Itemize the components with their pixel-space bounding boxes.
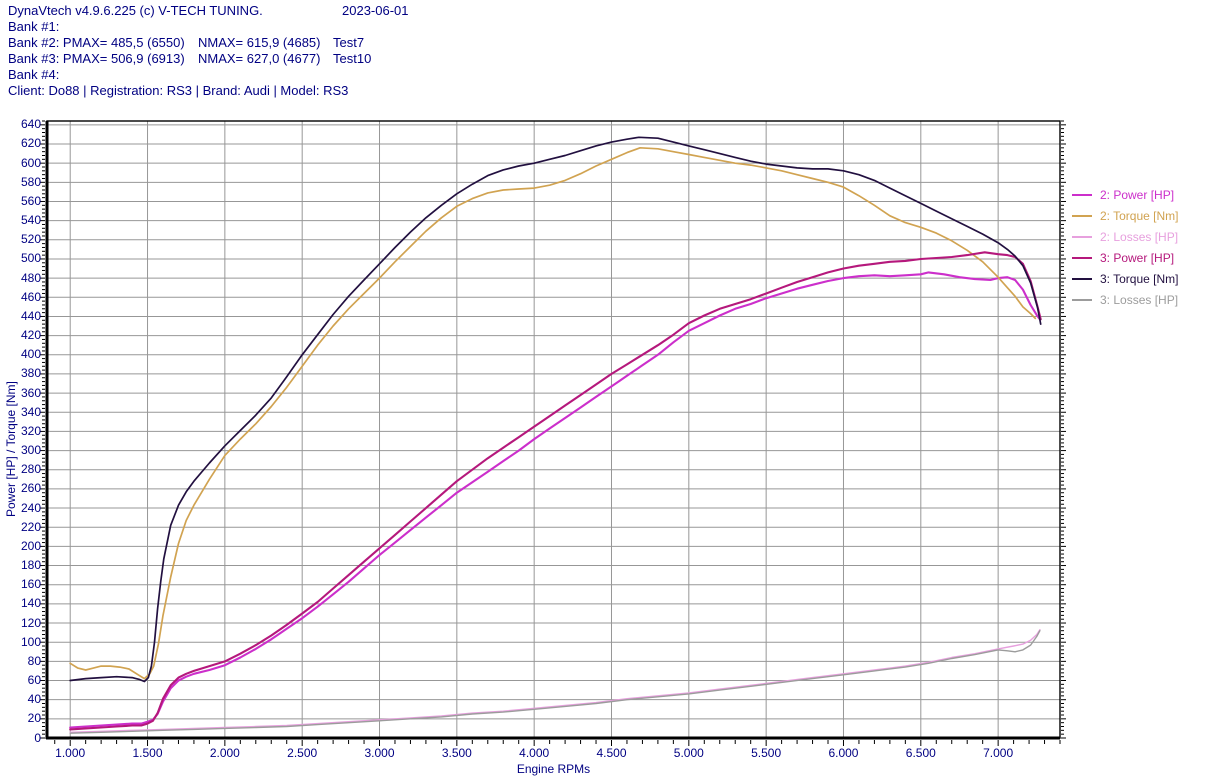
x-tick-label-4500: 4.500	[596, 746, 627, 760]
bank1-line: Bank #1:	[8, 19, 348, 35]
y-tick-label-160: 160	[20, 577, 41, 592]
bank2-test-name: Test7	[333, 35, 365, 50]
y-tick-label-60: 60	[27, 673, 41, 687]
x-tick-label-4000: 4.000	[519, 746, 550, 760]
legend-item-3-torque-nm[interactable]: 3: Torque [Nm]	[1072, 268, 1178, 289]
x-tick-label-5000: 5.000	[673, 746, 704, 760]
y-tick-label-400: 400	[20, 347, 41, 362]
y-tick-label-520: 520	[20, 232, 41, 247]
legend-item-3-losses-hp[interactable]: 3: Losses [HP]	[1072, 289, 1178, 310]
y-tick-label-80: 80	[27, 653, 41, 668]
x-tick-label-1000: 1.000	[55, 746, 86, 760]
y-tick-label-540: 540	[20, 213, 41, 228]
legend-label: 3: Losses [HP]	[1100, 292, 1179, 307]
x-tick-label-3500: 3.500	[441, 746, 472, 760]
legend-item-2-power-hp[interactable]: 2: Power [HP]	[1072, 184, 1178, 205]
bank4-label: Bank #4:	[8, 67, 60, 82]
y-tick-label-180: 180	[20, 558, 41, 573]
client-line: Client: Do88 | Registration: RS3 | Brand…	[8, 83, 348, 99]
y-tick-label-320: 320	[20, 423, 41, 438]
y-tick-label-140: 140	[20, 596, 41, 611]
legend-label: 2: Power [HP]	[1100, 187, 1175, 202]
y-tick-label-0: 0	[34, 730, 41, 745]
app-title: DynaVtech v4.9.6.225 (c) V-TECH TUNING.	[8, 3, 263, 18]
legend-line-swatch	[1072, 214, 1092, 217]
y-tick-label-240: 240	[20, 500, 41, 515]
curve-2-torque-nm	[69, 146, 1037, 680]
y-tick-label-260: 260	[20, 481, 41, 496]
curve-3-losses-hp	[69, 630, 1041, 734]
bank2-pmax: Bank #2: PMAX= 485,5 (6550)	[8, 35, 185, 50]
x-tick-label-6500: 6.500	[905, 746, 936, 760]
y-tick-label-580: 580	[20, 174, 41, 189]
y-tick-label-280: 280	[20, 462, 41, 477]
y-tick-label-560: 560	[20, 193, 41, 208]
y-tick-label-640: 640	[20, 117, 41, 132]
legend-item-2-torque-nm[interactable]: 2: Torque [Nm]	[1072, 205, 1178, 226]
bank3-pmax: Bank #3: PMAX= 506,9 (6913)	[8, 51, 185, 66]
y-tick-label-420: 420	[20, 328, 41, 343]
x-tick-label-1500: 1.500	[132, 746, 163, 760]
y-tick-label-220: 220	[20, 519, 41, 534]
x-tick-label-6000: 6.000	[828, 746, 859, 760]
y-tick-label-360: 360	[20, 385, 41, 400]
title-line: DynaVtech v4.9.6.225 (c) V-TECH TUNING. …	[8, 3, 409, 19]
bank2-nmax: NMAX= 615,9 (4685)	[198, 35, 321, 50]
bank1-label: Bank #1:	[8, 19, 60, 34]
x-tick-label-2000: 2.000	[209, 746, 240, 760]
y-axis-title: Power [HP] / Torque [Nm]	[4, 381, 18, 517]
bank2-line: Bank #2: PMAX= 485,5 (6550) NMAX= 615,9 …	[8, 35, 364, 51]
legend-line-swatch	[1072, 256, 1092, 259]
x-tick-label-5500: 5.500	[751, 746, 782, 760]
y-tick-label-40: 40	[27, 692, 41, 707]
bank4-line: Bank #4:	[8, 67, 348, 83]
legend-line-swatch	[1072, 298, 1092, 301]
y-tick-label-20: 20	[27, 711, 41, 726]
bank3-nmax: NMAX= 627,0 (4677)	[198, 51, 321, 66]
plot-frame	[46, 120, 1061, 739]
y-tick-label-620: 620	[20, 136, 41, 151]
x-tick-label-7000: 7.000	[983, 746, 1014, 760]
y-tick-label-460: 460	[20, 289, 41, 304]
client-info: Client: Do88 | Registration: RS3 | Brand…	[8, 83, 349, 98]
curve-2-losses-hp	[69, 629, 1041, 733]
y-tick-label-340: 340	[20, 404, 41, 419]
bank3-line: Bank #3: PMAX= 506,9 (6913) NMAX= 627,0 …	[8, 51, 371, 67]
curve-3-torque-nm	[69, 136, 1042, 683]
legend-line-swatch	[1072, 277, 1092, 280]
curve-3-power-hp	[69, 251, 1042, 731]
report-date: 2023-06-01	[342, 3, 409, 18]
legend-label: 3: Torque [Nm]	[1100, 271, 1179, 286]
legend-line-swatch	[1072, 193, 1092, 196]
curve-2-power-hp	[69, 271, 1041, 729]
x-axis-title: Engine RPMs	[516, 762, 591, 776]
y-tick-label-600: 600	[20, 155, 41, 170]
y-tick-label-200: 200	[20, 538, 41, 553]
y-tick-label-480: 480	[20, 270, 41, 285]
legend: 2: Power [HP] 2: Torque [Nm] 2: Losses [HP…	[1072, 184, 1178, 310]
x-tick-label-3000: 3.000	[364, 746, 395, 760]
y-tick-label-100: 100	[20, 634, 41, 649]
legend-line-swatch	[1072, 235, 1092, 238]
legend-item-3-power-hp[interactable]: 3: Power [HP]	[1072, 247, 1178, 268]
x-tick-label-2500: 2.500	[287, 746, 318, 760]
y-tick-label-500: 500	[20, 251, 41, 266]
legend-label: 2: Torque [Nm]	[1100, 208, 1179, 223]
bank3-test-name: Test10	[333, 51, 372, 66]
legend-item-2-losses-hp[interactable]: 2: Losses [HP]	[1072, 226, 1178, 247]
y-tick-label-120: 120	[20, 615, 41, 630]
y-tick-label-380: 380	[20, 366, 41, 381]
y-tick-label-300: 300	[20, 443, 41, 458]
y-tick-label-440: 440	[20, 308, 41, 323]
legend-label: 3: Power [HP]	[1100, 250, 1175, 265]
legend-label: 2: Losses [HP]	[1100, 229, 1179, 244]
report-header: DynaVtech v4.9.6.225 (c) V-TECH TUNING. …	[8, 3, 409, 99]
